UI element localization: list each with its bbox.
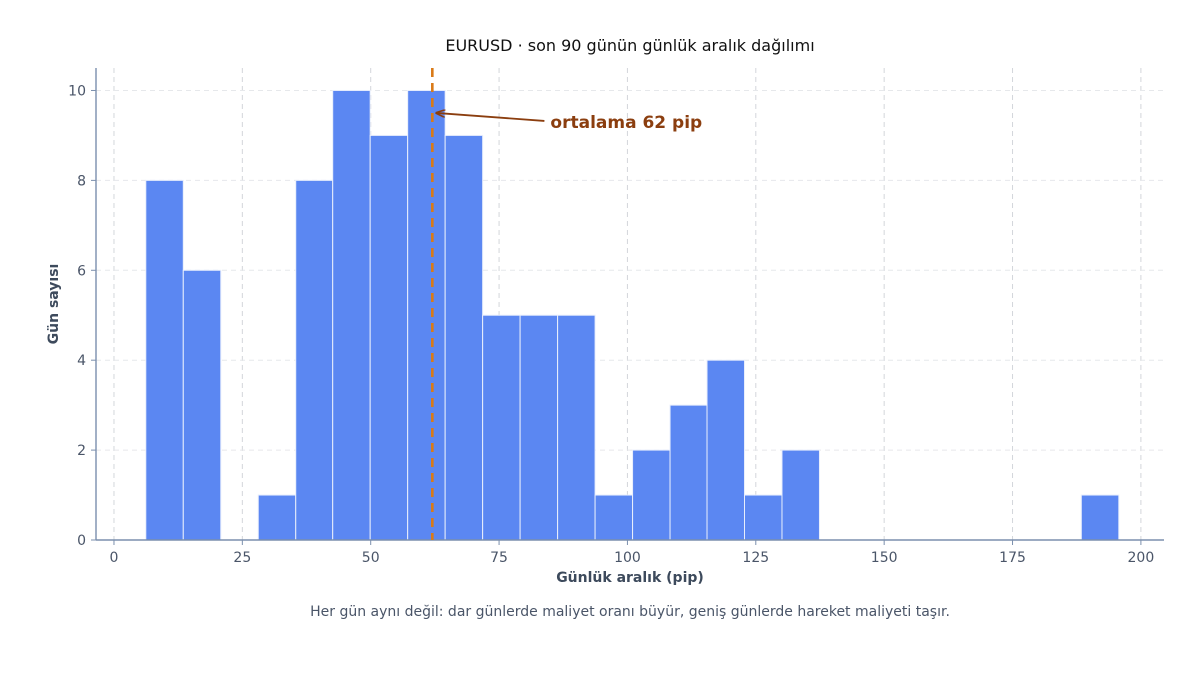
y-tick-label: 4 (77, 353, 86, 369)
chart-caption: Her gün aynı değil: dar günlerde maliyet… (310, 604, 950, 620)
histogram-bar (407, 89, 446, 541)
histogram-bar (482, 314, 521, 541)
histogram-bar (744, 494, 783, 541)
mean-annotation: ortalama 62 pip (550, 113, 702, 133)
x-tick-label: 100 (614, 550, 641, 566)
histogram-bar (145, 179, 184, 541)
x-tick-label: 175 (999, 550, 1026, 566)
x-tick-label: 25 (233, 550, 251, 566)
y-tick-label: 8 (77, 173, 86, 189)
y-tick-label: 0 (77, 533, 86, 549)
histogram-bar (295, 179, 334, 541)
bars (145, 89, 1120, 541)
y-axis-label: Gün sayısı (46, 264, 62, 345)
histogram-bar (332, 89, 371, 541)
x-tick-label: 0 (110, 550, 119, 566)
histogram-bar (557, 314, 596, 541)
annotation-arrow (436, 113, 545, 122)
histogram-bar (1080, 494, 1120, 541)
histogram-bar (781, 449, 820, 541)
y-tick-label: 10 (68, 83, 86, 99)
histogram-bar (706, 359, 746, 541)
y-ticks: 0 2 4 6 8 10 (68, 83, 96, 549)
histogram-bar (594, 494, 634, 541)
histogram-bar (632, 449, 671, 541)
histogram-bar (369, 134, 409, 541)
axes (95, 68, 1164, 541)
histogram-bar (182, 269, 222, 541)
x-tick-label: 75 (490, 550, 508, 566)
histogram-bar (257, 494, 297, 541)
x-tick-label: 200 (1128, 550, 1155, 566)
y-tick-label: 2 (77, 443, 86, 459)
chart-title: EURUSD · son 90 günün günlük aralık dağı… (445, 36, 814, 55)
y-tick-label: 6 (77, 263, 86, 279)
x-tick-label: 50 (362, 550, 380, 566)
histogram-bar (519, 314, 559, 541)
x-tick-label: 150 (871, 550, 898, 566)
histogram-bar (669, 404, 708, 541)
x-axis-label: Günlük aralık (pip) (556, 570, 704, 586)
x-ticks: 0 25 50 75 100 125 150 175 200 (110, 540, 1155, 566)
histogram-bar (444, 134, 484, 541)
x-tick-label: 125 (742, 550, 769, 566)
grid (96, 68, 1164, 541)
